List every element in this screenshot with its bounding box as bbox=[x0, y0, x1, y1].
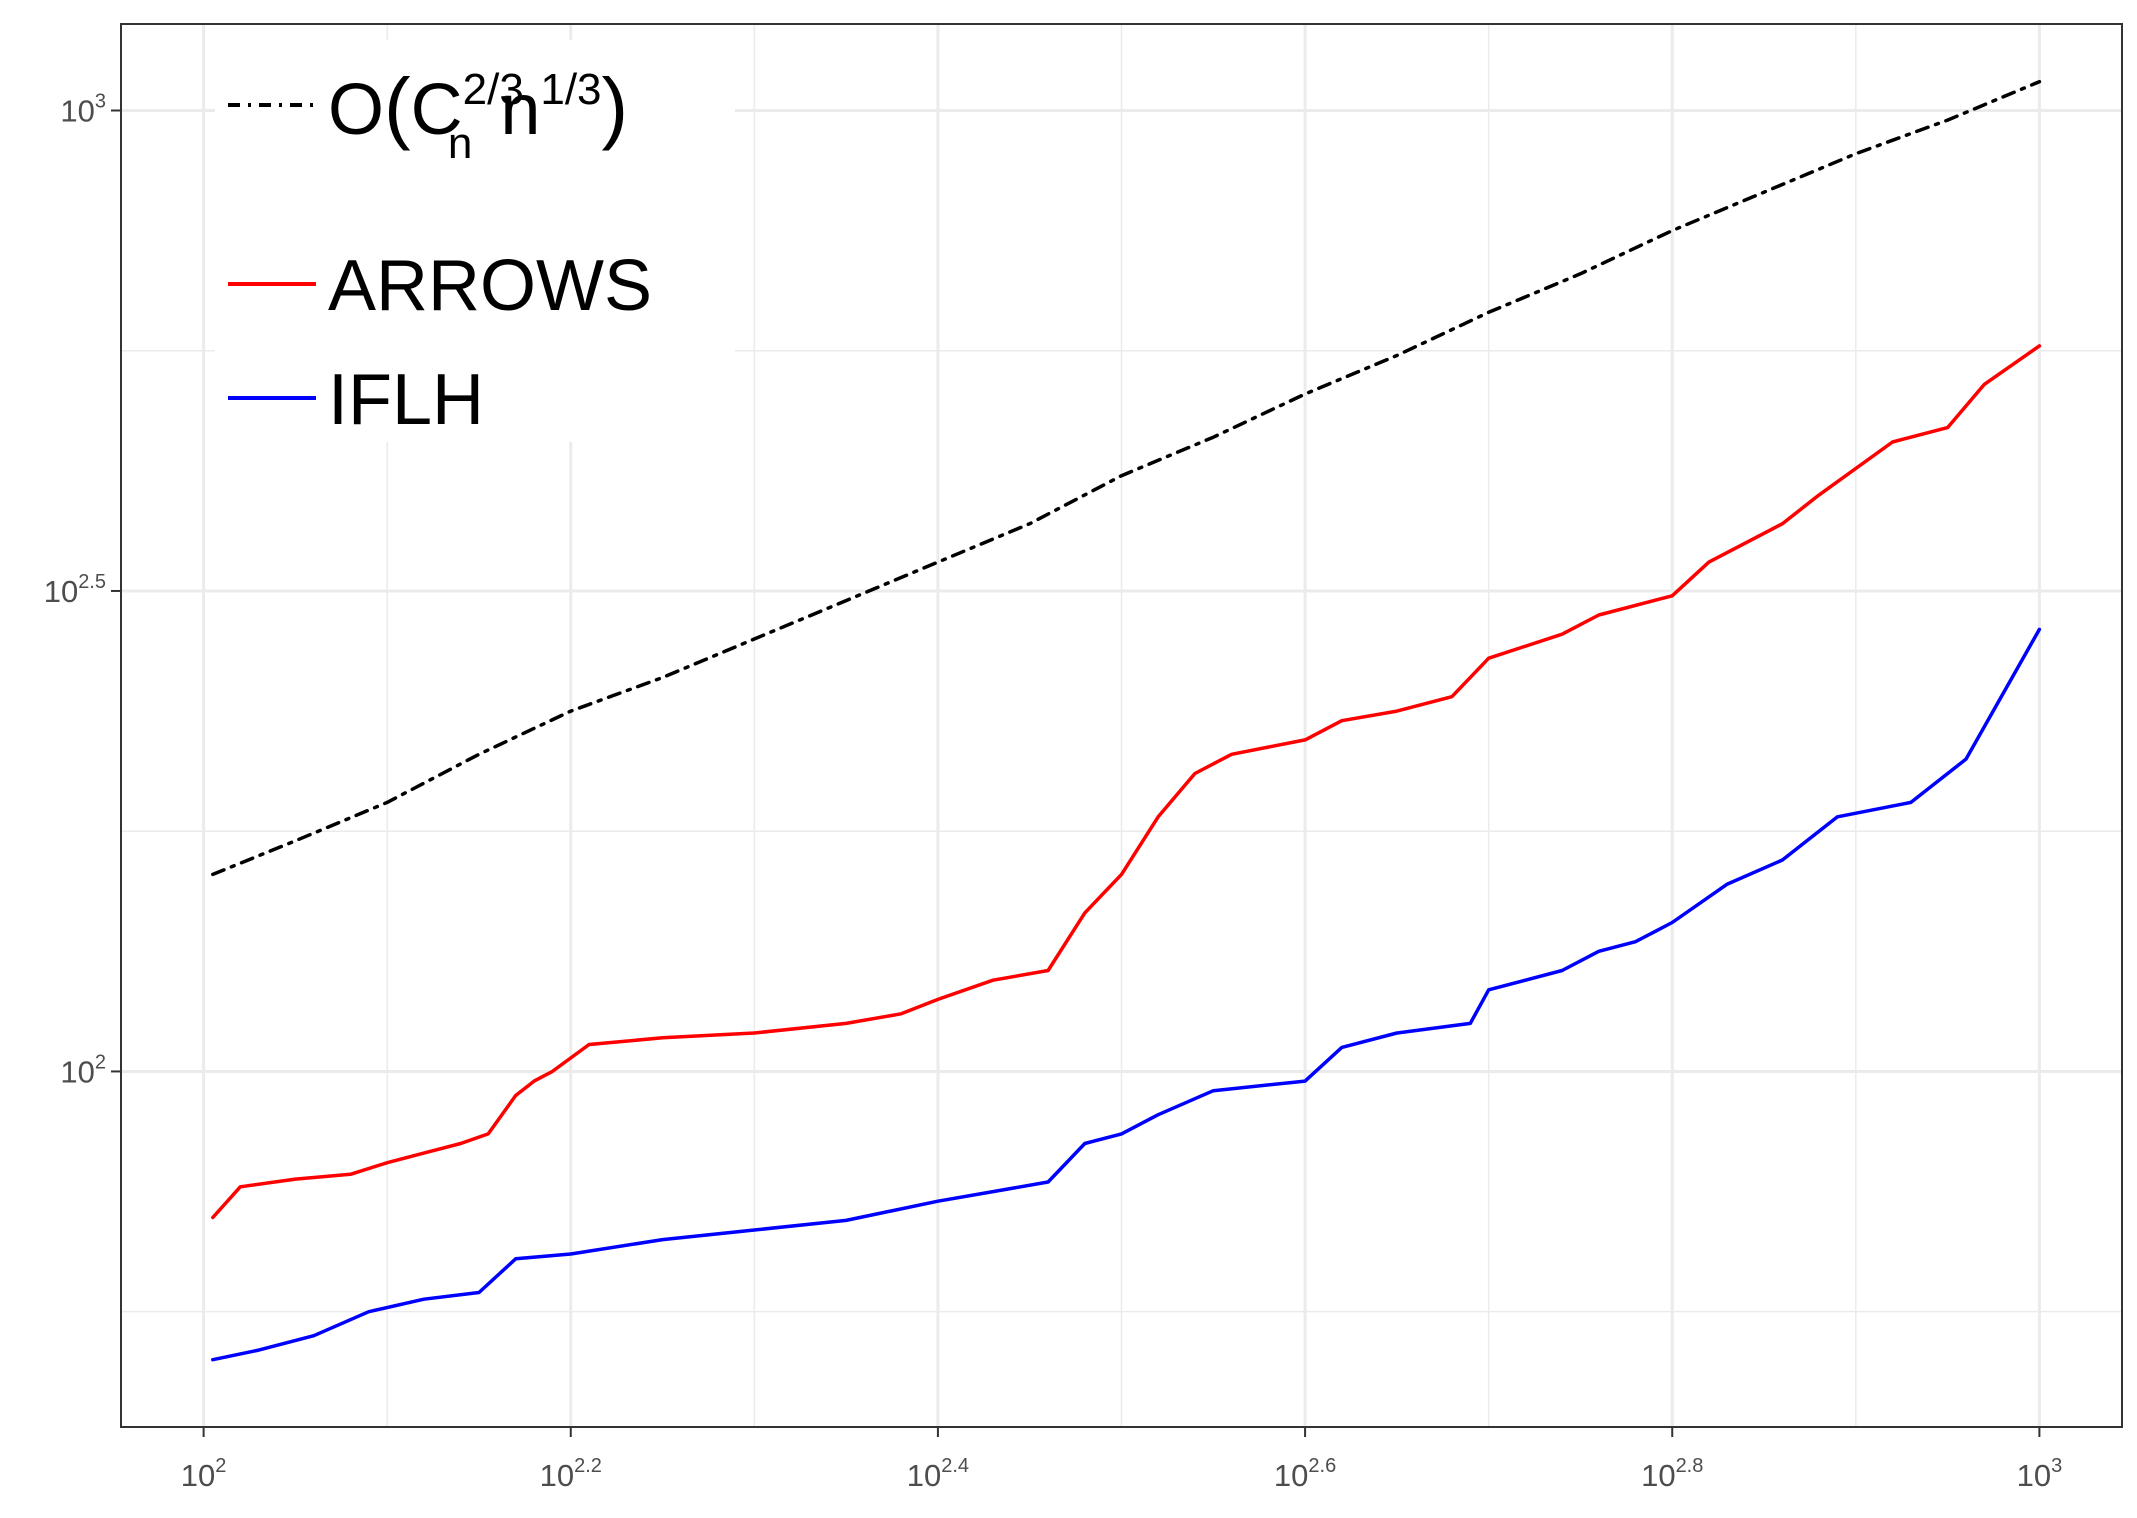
legend-label-iflh: IFLH bbox=[328, 360, 484, 440]
grid-major bbox=[121, 24, 2122, 1427]
y-axis: 102 102.5 103 bbox=[44, 90, 121, 1089]
plot-border bbox=[120, 23, 2123, 1428]
series-line-bound bbox=[211, 79, 2042, 877]
series-line-arrows bbox=[211, 344, 2042, 1220]
x-axis: 102 102.2 102.4 102.6 102.8 103 bbox=[181, 1427, 2062, 1493]
series-line-iflh bbox=[211, 627, 2042, 1362]
x-tick-label-3: 102.6 bbox=[1274, 1455, 1336, 1493]
x-tick-label-5: 103 bbox=[2017, 1455, 2063, 1493]
x-tick-label-0: 102 bbox=[181, 1455, 227, 1493]
y-tick-label-0: 102 bbox=[60, 1051, 106, 1089]
legend: O(C2/3 n n1/3) ARROWS IFLH bbox=[215, 40, 735, 442]
legend-label-arrows: ARROWS bbox=[328, 246, 652, 326]
series-layer bbox=[211, 79, 2042, 1362]
x-tick-label-2: 102.4 bbox=[907, 1455, 969, 1493]
legend-label-bound: O(C2/3 n n1/3) bbox=[328, 62, 628, 168]
x-tick-label-1: 102.2 bbox=[540, 1455, 602, 1493]
y-tick-label-2: 103 bbox=[60, 90, 106, 128]
x-tick-label-4: 102.8 bbox=[1641, 1455, 1703, 1493]
y-tick-label-1: 102.5 bbox=[44, 571, 106, 609]
